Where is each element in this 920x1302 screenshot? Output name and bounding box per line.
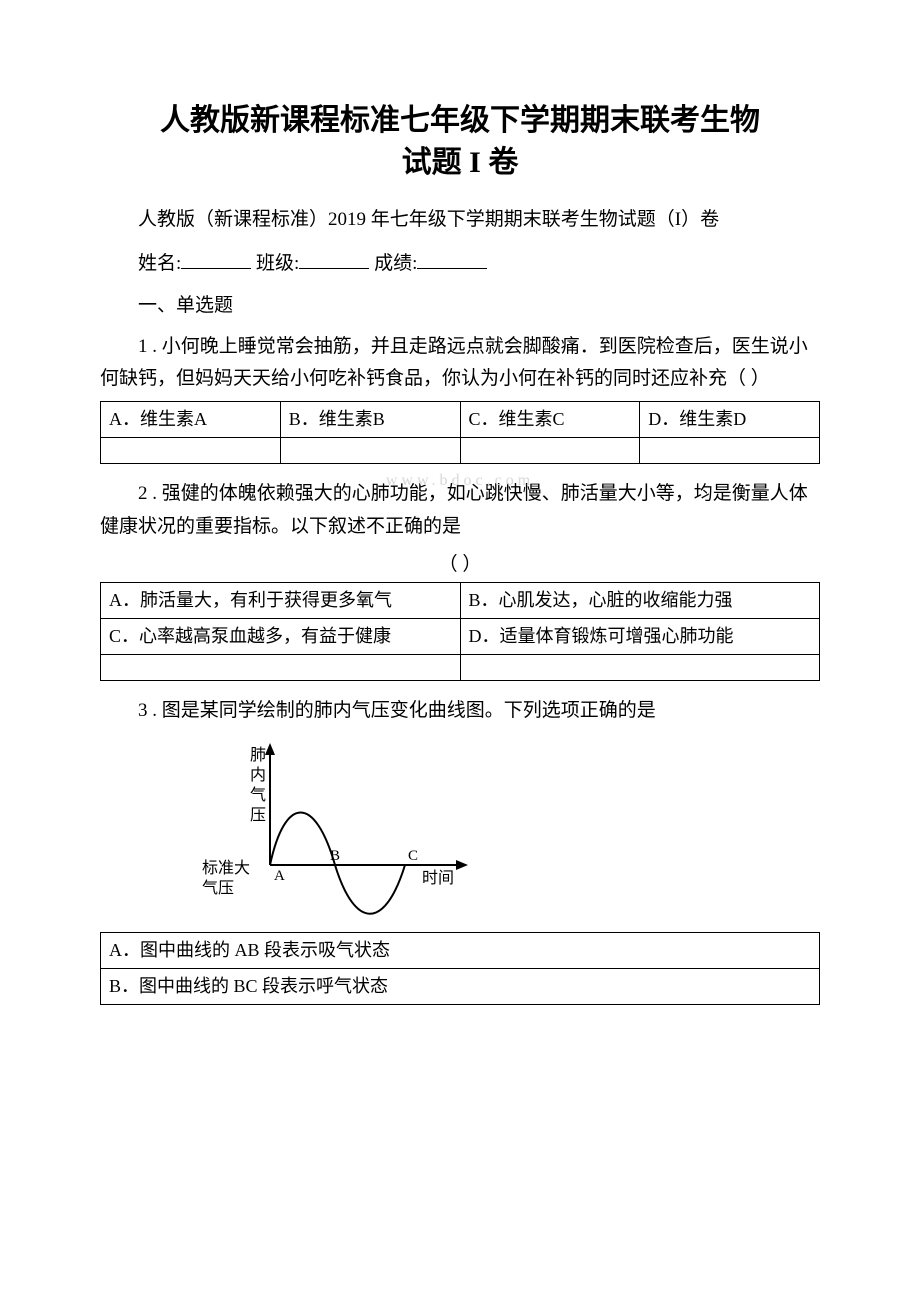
q3-option-b[interactable]: B．图中曲线的 BC 段表示呼气状态 bbox=[101, 969, 820, 1005]
y-label-char-0: 肺 bbox=[250, 746, 266, 764]
q2-option-c[interactable]: C．心率越高泵血越多，有益于健康 bbox=[101, 618, 461, 654]
question-2-options-table: A．肺活量大，有利于获得更多氧气 B．心肌发达，心脏的收缩能力强 C．心率越高泵… bbox=[100, 582, 820, 681]
score-label: 成绩: bbox=[374, 253, 417, 274]
doc-title: 人教版新课程标准七年级下学期期末联考生物 试题 I 卷 bbox=[100, 100, 820, 184]
question-1-text: 1 . 小何晚上睡觉常会抽筋，并且走路远点就会脚酸痛．到医院检查后，医生说小何缺… bbox=[100, 331, 820, 396]
q1-option-b[interactable]: B．维生素B bbox=[280, 402, 460, 438]
q2-option-d[interactable]: D．适量体育锻炼可增强心肺功能 bbox=[460, 618, 820, 654]
question-2-paren: （ ） bbox=[100, 549, 820, 576]
point-c-label: C bbox=[408, 848, 418, 864]
point-b-label: B bbox=[330, 848, 340, 864]
name-blank[interactable] bbox=[181, 246, 251, 269]
subtitle: 人教版（新课程标准）2019 年七年级下学期期末联考生物试题（I）卷 bbox=[100, 204, 820, 236]
q3-option-a[interactable]: A．图中曲线的 AB 段表示吸气状态 bbox=[101, 933, 820, 969]
y-label-char-1: 内 bbox=[250, 766, 266, 784]
x-axis-label: 时间 bbox=[422, 869, 454, 887]
class-blank[interactable] bbox=[299, 246, 369, 269]
baseline-label-top: 标准大 bbox=[202, 859, 250, 877]
question-2-text: 2 . 强健的体魄依赖强大的心肺功能，如心跳快慢、肺活量大小等，均是衡量人体健康… bbox=[100, 478, 820, 543]
name-label: 姓名: bbox=[138, 253, 181, 274]
title-line-1: 人教版新课程标准七年级下学期期末联考生物 bbox=[160, 104, 760, 137]
section-1-header: 一、单选题 bbox=[100, 290, 820, 322]
question-3-options-table: A．图中曲线的 AB 段表示吸气状态 B．图中曲线的 BC 段表示呼气状态 bbox=[100, 932, 820, 1005]
q2-option-a[interactable]: A．肺活量大，有利于获得更多氧气 bbox=[101, 582, 461, 618]
y-axis-arrow-icon bbox=[265, 743, 275, 755]
watermark-wrap: www.bdoc.com 2 . 强健的体魄依赖强大的心肺功能，如心跳快慢、肺活… bbox=[100, 478, 820, 543]
q2-option-b[interactable]: B．心肌发达，心脏的收缩能力强 bbox=[460, 582, 820, 618]
q1-option-c[interactable]: C．维生素C bbox=[460, 402, 640, 438]
pressure-chart: 肺 内 气 压 标准大 气压 A B C 时间 bbox=[190, 735, 820, 920]
y-label-char-2: 气 bbox=[250, 786, 266, 804]
question-3-text: 3 . 图是某同学绘制的肺内气压变化曲线图。下列选项正确的是 bbox=[100, 695, 820, 727]
y-label-char-3: 压 bbox=[250, 807, 266, 824]
q1-option-d[interactable]: D．维生素D bbox=[640, 402, 820, 438]
point-a-label: A bbox=[274, 868, 285, 884]
class-label: 班级: bbox=[256, 253, 299, 274]
title-line-2: 试题 I 卷 bbox=[402, 146, 519, 179]
x-axis-arrow-icon bbox=[456, 860, 468, 870]
student-info-line: 姓名: 班级: 成绩: bbox=[100, 246, 820, 280]
score-blank[interactable] bbox=[417, 246, 487, 269]
baseline-label-bottom: 气压 bbox=[202, 879, 234, 897]
q1-option-a[interactable]: A．维生素A bbox=[101, 402, 281, 438]
question-1-options-table: A．维生素A B．维生素B C．维生素C D．维生素D bbox=[100, 401, 820, 464]
